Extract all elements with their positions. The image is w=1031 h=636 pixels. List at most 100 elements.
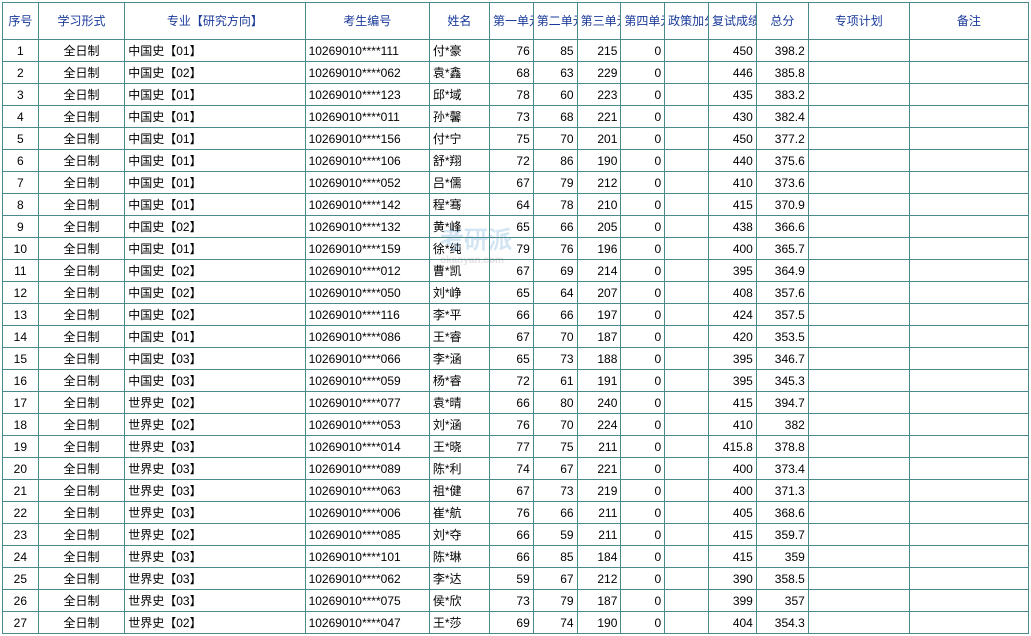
cell-seq: 8 [3, 194, 39, 216]
cell-seq: 27 [3, 612, 39, 634]
cell-seq: 17 [3, 392, 39, 414]
header-s3: 第三单元 [577, 3, 621, 40]
cell-reexam: 400 [708, 480, 756, 502]
cell-s3: 214 [577, 260, 621, 282]
cell-note [909, 458, 1028, 480]
cell-name: 黄*峰 [429, 216, 489, 238]
cell-s1: 76 [489, 414, 533, 436]
cell-name: 曹*凯 [429, 260, 489, 282]
cell-bonus [665, 546, 709, 568]
table-row: 26全日制世界史【03】10269010****075侯*欣7379187039… [3, 590, 1029, 612]
cell-s3: 190 [577, 612, 621, 634]
table-row: 17全日制世界史【02】10269010****077袁*晴6680240041… [3, 392, 1029, 414]
cell-total: 359.7 [756, 524, 808, 546]
header-s4: 第四单元 [621, 3, 665, 40]
cell-plan [808, 590, 909, 612]
cell-reexam: 400 [708, 238, 756, 260]
cell-note [909, 128, 1028, 150]
cell-s2: 73 [533, 348, 577, 370]
cell-mode: 全日制 [38, 40, 125, 62]
cell-s4: 0 [621, 282, 665, 304]
cell-s1: 65 [489, 282, 533, 304]
cell-note [909, 502, 1028, 524]
cell-reexam: 415.8 [708, 436, 756, 458]
cell-bonus [665, 40, 709, 62]
cell-s3: 211 [577, 524, 621, 546]
cell-total: 382 [756, 414, 808, 436]
cell-plan [808, 238, 909, 260]
cell-name: 刘*夺 [429, 524, 489, 546]
cell-total: 364.9 [756, 260, 808, 282]
cell-plan [808, 436, 909, 458]
cell-s4: 0 [621, 502, 665, 524]
cell-reexam: 395 [708, 370, 756, 392]
cell-s1: 74 [489, 458, 533, 480]
cell-name: 李*涵 [429, 348, 489, 370]
cell-reexam: 410 [708, 414, 756, 436]
cell-s2: 85 [533, 546, 577, 568]
cell-plan [808, 216, 909, 238]
cell-s3: 190 [577, 150, 621, 172]
cell-s1: 65 [489, 216, 533, 238]
cell-s2: 63 [533, 62, 577, 84]
cell-s1: 66 [489, 524, 533, 546]
header-name: 姓名 [429, 3, 489, 40]
cell-mode: 全日制 [38, 326, 125, 348]
cell-note [909, 370, 1028, 392]
cell-seq: 26 [3, 590, 39, 612]
cell-reexam: 404 [708, 612, 756, 634]
header-note: 备注 [909, 3, 1028, 40]
cell-s3: 205 [577, 216, 621, 238]
cell-major: 中国史【02】 [125, 260, 305, 282]
cell-mode: 全日制 [38, 414, 125, 436]
cell-total: 394.7 [756, 392, 808, 414]
cell-seq: 3 [3, 84, 39, 106]
table-row: 22全日制世界史【03】10269010****006崔*航7666211040… [3, 502, 1029, 524]
cell-note [909, 150, 1028, 172]
cell-id: 10269010****006 [305, 502, 429, 524]
cell-mode: 全日制 [38, 568, 125, 590]
cell-note [909, 568, 1028, 590]
cell-total: 365.7 [756, 238, 808, 260]
cell-s4: 0 [621, 216, 665, 238]
table-row: 5全日制中国史【01】10269010****156付*宁75702010450… [3, 128, 1029, 150]
cell-s2: 60 [533, 84, 577, 106]
cell-plan [808, 546, 909, 568]
cell-s4: 0 [621, 414, 665, 436]
cell-s2: 73 [533, 480, 577, 502]
cell-note [909, 326, 1028, 348]
cell-id: 10269010****132 [305, 216, 429, 238]
cell-mode: 全日制 [38, 62, 125, 84]
cell-s1: 67 [489, 172, 533, 194]
cell-bonus [665, 128, 709, 150]
cell-s1: 78 [489, 84, 533, 106]
cell-id: 10269010****075 [305, 590, 429, 612]
cell-s3: 207 [577, 282, 621, 304]
table-row: 9全日制中国史【02】10269010****132黄*峰65662050438… [3, 216, 1029, 238]
cell-mode: 全日制 [38, 502, 125, 524]
cell-plan [808, 458, 909, 480]
cell-plan [808, 568, 909, 590]
cell-plan [808, 84, 909, 106]
cell-reexam: 400 [708, 458, 756, 480]
cell-s2: 68 [533, 106, 577, 128]
cell-s2: 70 [533, 128, 577, 150]
cell-s4: 0 [621, 348, 665, 370]
cell-s1: 67 [489, 480, 533, 502]
cell-note [909, 612, 1028, 634]
cell-id: 10269010****111 [305, 40, 429, 62]
cell-total: 346.7 [756, 348, 808, 370]
cell-id: 10269010****085 [305, 524, 429, 546]
cell-mode: 全日制 [38, 150, 125, 172]
cell-s1: 77 [489, 436, 533, 458]
cell-name: 侯*欣 [429, 590, 489, 612]
cell-s3: 212 [577, 172, 621, 194]
cell-s1: 67 [489, 260, 533, 282]
cell-reexam: 446 [708, 62, 756, 84]
cell-major: 世界史【03】 [125, 458, 305, 480]
cell-s4: 0 [621, 106, 665, 128]
cell-total: 378.8 [756, 436, 808, 458]
cell-mode: 全日制 [38, 392, 125, 414]
cell-id: 10269010****047 [305, 612, 429, 634]
cell-total: 368.6 [756, 502, 808, 524]
